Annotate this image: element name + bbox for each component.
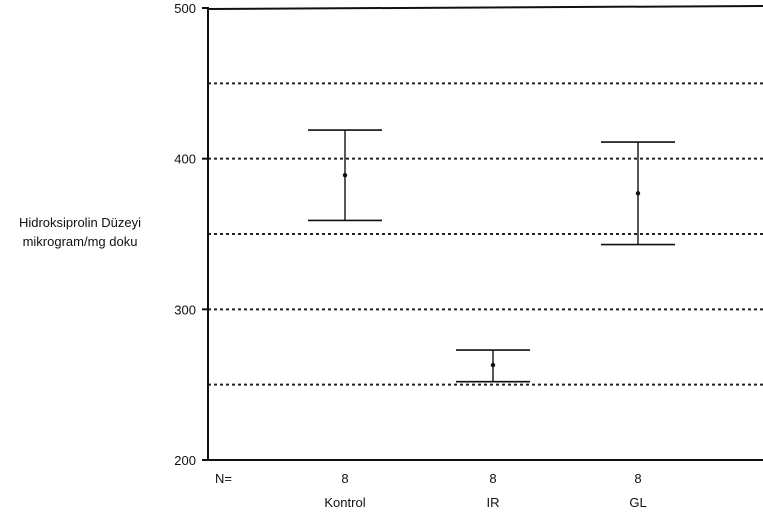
mean-point-gl — [635, 191, 641, 196]
x-tick-label-gl: GL — [629, 495, 646, 510]
y-tick-label-400: 400 — [174, 152, 196, 167]
n-value-ir: 8 — [489, 471, 496, 486]
y-tick-label-200: 200 — [174, 453, 196, 468]
y-tick-label-300: 300 — [174, 302, 196, 317]
mean-point-ir — [490, 362, 496, 368]
x-tick-label-kontrol: Kontrol — [324, 495, 365, 510]
y-tick-label-500: 500 — [174, 1, 196, 16]
n-label: N= — [215, 471, 232, 486]
plot-top-border — [207, 5, 763, 10]
x-tick-label-ir: IR — [487, 495, 500, 510]
n-value-gl: 8 — [634, 471, 641, 486]
y-axis-label-line-1: Hidroksiprolin Düzeyi — [18, 215, 142, 230]
n-value-kontrol: 8 — [341, 471, 348, 486]
mean-point-kontrol — [342, 173, 348, 178]
y-axis-label-line-2: mikrogram/mg doku — [22, 234, 138, 249]
